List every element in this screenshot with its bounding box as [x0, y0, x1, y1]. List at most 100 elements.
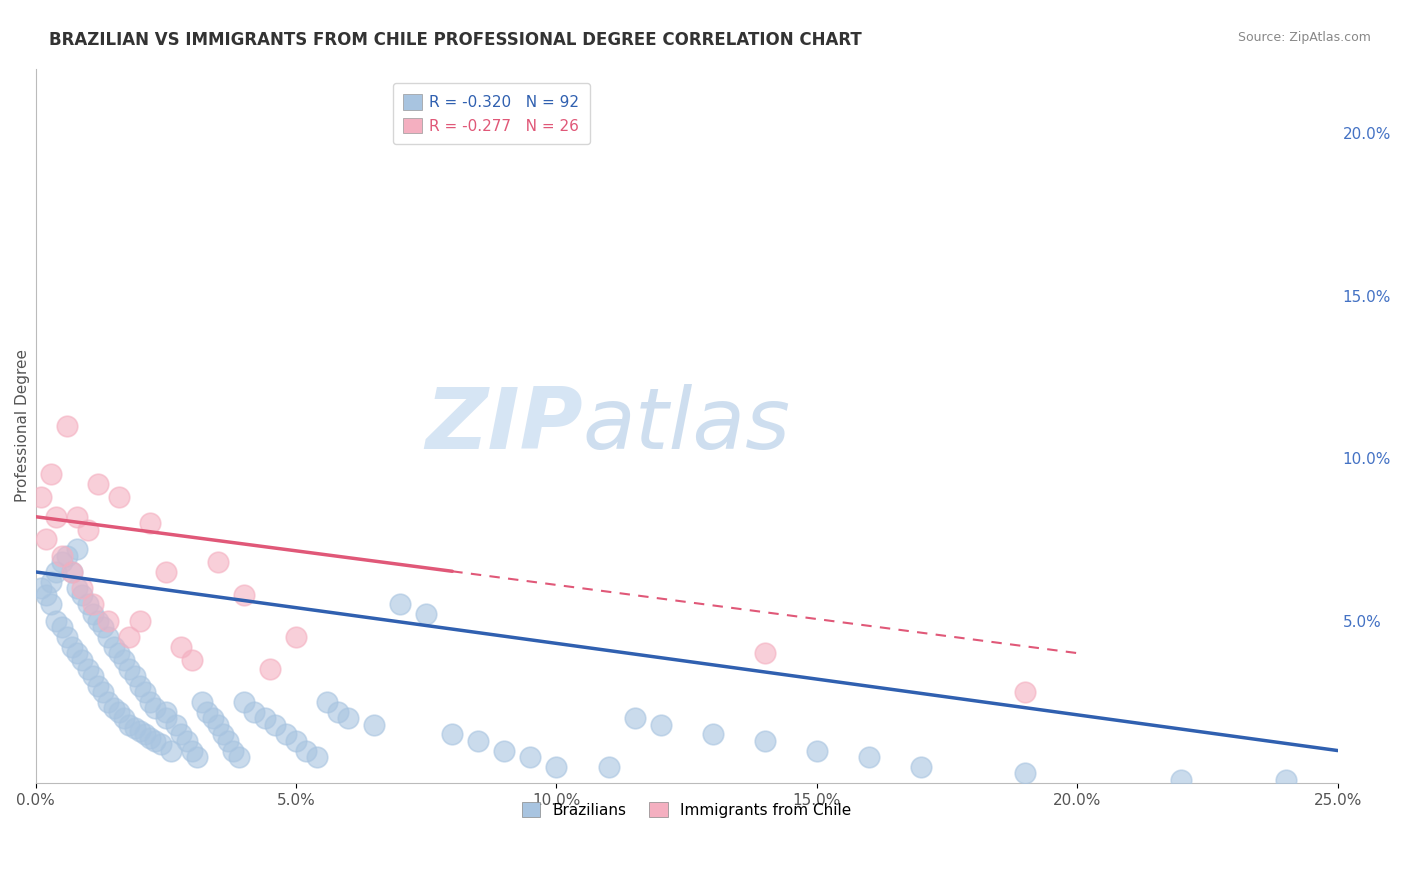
Point: [112, 652, 135, 666]
Point: [51, 620, 73, 634]
Point: [1274, 772, 1296, 787]
Point: [128, 614, 150, 628]
Point: [72, 652, 94, 666]
Point: [228, 750, 250, 764]
Point: [316, 695, 339, 709]
Point: [60, 640, 83, 654]
Point: [51, 555, 73, 569]
Point: [165, 717, 187, 731]
Point: [754, 646, 776, 660]
Point: [910, 760, 932, 774]
Point: [76, 598, 98, 612]
Point: [72, 581, 94, 595]
Point: [56, 630, 79, 644]
Point: [201, 711, 224, 725]
Point: [186, 750, 208, 764]
Point: [30, 581, 52, 595]
Point: [39, 467, 62, 482]
Point: [82, 607, 104, 622]
Point: [60, 565, 83, 579]
Point: [197, 705, 219, 719]
Point: [1014, 685, 1036, 699]
Point: [702, 727, 724, 741]
Point: [82, 598, 104, 612]
Point: [598, 760, 620, 774]
Point: [170, 727, 193, 741]
Point: [45, 565, 67, 579]
Point: [1014, 766, 1036, 780]
Point: [91, 685, 114, 699]
Point: [108, 646, 131, 660]
Point: [56, 549, 79, 563]
Point: [60, 565, 83, 579]
Point: [134, 727, 156, 741]
Point: [39, 598, 62, 612]
Point: [155, 705, 177, 719]
Point: [180, 743, 202, 757]
Point: [176, 734, 198, 748]
Point: [72, 588, 94, 602]
Point: [754, 734, 776, 748]
Point: [155, 711, 177, 725]
Point: [112, 711, 135, 725]
Point: [66, 542, 89, 557]
Point: [97, 695, 120, 709]
Point: [207, 555, 229, 569]
Point: [858, 750, 880, 764]
Point: [108, 705, 131, 719]
Point: [66, 509, 89, 524]
Point: [274, 727, 297, 741]
Point: [103, 640, 125, 654]
Point: [180, 652, 202, 666]
Point: [118, 662, 141, 676]
Point: [35, 533, 58, 547]
Point: [467, 734, 489, 748]
Point: [103, 701, 125, 715]
Point: [363, 717, 385, 731]
Point: [91, 620, 114, 634]
Point: [285, 630, 308, 644]
Point: [222, 743, 245, 757]
Point: [45, 509, 67, 524]
Point: [139, 516, 162, 531]
Point: [170, 640, 193, 654]
Point: [253, 711, 276, 725]
Point: [108, 490, 131, 504]
Point: [124, 669, 146, 683]
Point: [285, 734, 308, 748]
Point: [45, 614, 67, 628]
Point: [623, 711, 645, 725]
Point: [243, 705, 266, 719]
Point: [207, 717, 229, 731]
Point: [191, 695, 214, 709]
Point: [82, 669, 104, 683]
Text: BRAZILIAN VS IMMIGRANTS FROM CHILE PROFESSIONAL DEGREE CORRELATION CHART: BRAZILIAN VS IMMIGRANTS FROM CHILE PROFE…: [49, 31, 862, 49]
Point: [441, 727, 464, 741]
Text: atlas: atlas: [582, 384, 790, 467]
Point: [30, 490, 52, 504]
Point: [35, 588, 58, 602]
Point: [1170, 772, 1192, 787]
Point: [650, 717, 672, 731]
Point: [76, 662, 98, 676]
Point: [212, 727, 235, 741]
Text: Source: ZipAtlas.com: Source: ZipAtlas.com: [1237, 31, 1371, 45]
Text: ZIP: ZIP: [425, 384, 582, 467]
Point: [128, 724, 150, 739]
Point: [128, 679, 150, 693]
Point: [66, 646, 89, 660]
Point: [76, 523, 98, 537]
Point: [264, 717, 287, 731]
Point: [295, 743, 318, 757]
Point: [124, 721, 146, 735]
Point: [97, 630, 120, 644]
Point: [326, 705, 349, 719]
Point: [134, 685, 156, 699]
Point: [519, 750, 541, 764]
Point: [806, 743, 828, 757]
Point: [389, 598, 412, 612]
Point: [87, 477, 110, 491]
Point: [66, 581, 89, 595]
Point: [97, 614, 120, 628]
Point: [87, 614, 110, 628]
